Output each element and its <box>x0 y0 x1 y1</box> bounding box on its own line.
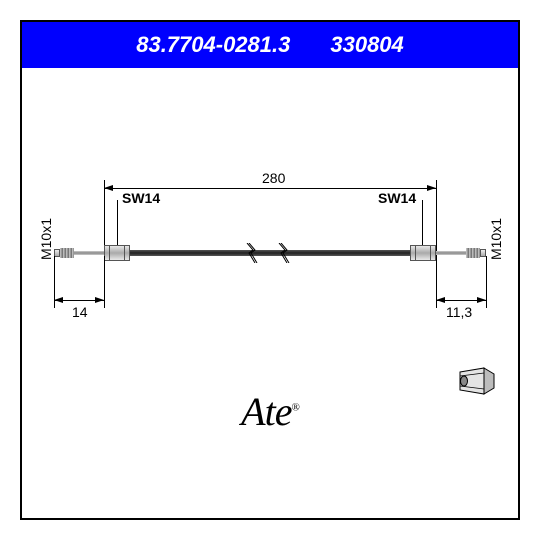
diagram-frame: 83.7704-0281.3 330804 280 SW14 SW14 M10x… <box>20 20 520 520</box>
dim-113 <box>436 300 486 301</box>
break-mark-right <box>278 243 292 263</box>
nut-right <box>410 245 436 261</box>
end-fitting-3d-icon <box>454 364 498 398</box>
dim-overall-label: 280 <box>262 170 285 186</box>
brand-logo: Ate® <box>241 388 299 435</box>
nut-left <box>104 245 130 261</box>
dim-113-label: 11,3 <box>446 304 472 320</box>
tube-right <box>436 251 466 255</box>
sw-left-label: SW14 <box>122 190 160 206</box>
thread-left-label: M10x1 <box>38 218 54 260</box>
lead-sw-right <box>422 200 423 248</box>
tube-left <box>74 251 104 255</box>
sw-right-label: SW14 <box>378 190 416 206</box>
lead-sw-left <box>117 200 118 248</box>
break-mark-left <box>246 243 260 263</box>
drawing-stage: 280 SW14 SW14 M10x1 M10x1 14 <box>22 68 518 518</box>
dim-14-label: 14 <box>72 304 88 320</box>
registered-icon: ® <box>291 402 298 414</box>
header-bar: 83.7704-0281.3 330804 <box>22 22 518 68</box>
part-number: 83.7704-0281.3 <box>136 32 290 58</box>
thread-right <box>466 248 480 258</box>
hose-body <box>130 250 410 256</box>
dim-14 <box>54 300 104 301</box>
dim-overall <box>104 188 436 189</box>
tick-14-b <box>104 256 105 308</box>
tick-113-b <box>486 256 487 308</box>
ref-number: 330804 <box>330 32 403 58</box>
tick-overall-right <box>436 180 437 256</box>
thread-right-label: M10x1 <box>488 218 504 260</box>
brand-text: Ate <box>241 389 291 434</box>
thread-left <box>60 248 74 258</box>
